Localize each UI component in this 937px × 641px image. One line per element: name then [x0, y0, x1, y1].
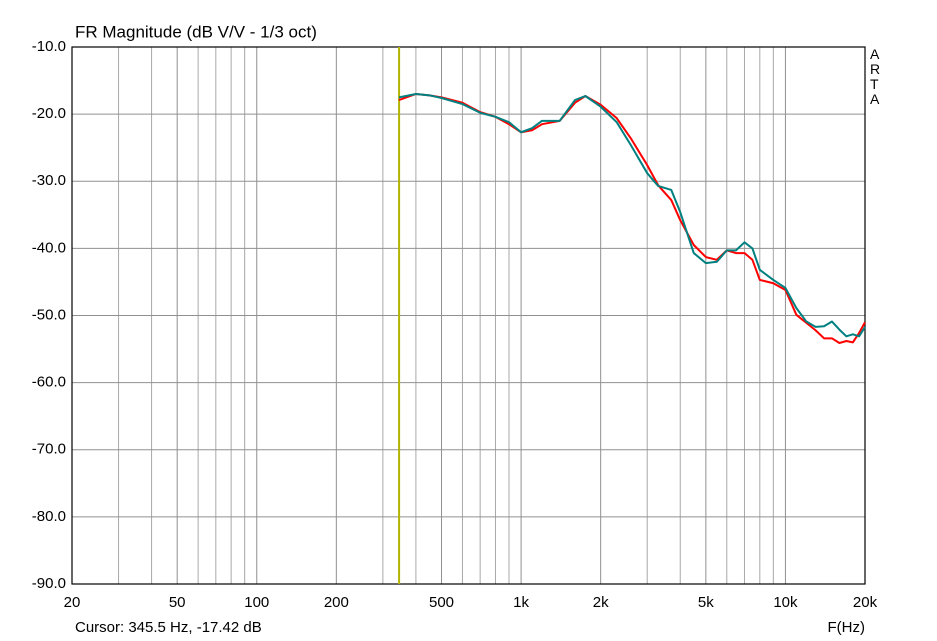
y-tick-label: -40.0 — [32, 239, 66, 256]
x-axis-label: F(Hz) — [828, 619, 866, 636]
x-tick-label: 20k — [853, 594, 878, 611]
x-tick-label: 100 — [244, 594, 269, 611]
x-tick-label: 200 — [324, 594, 349, 611]
plot-frame — [71, 46, 866, 585]
x-tick-label: 10k — [773, 594, 798, 611]
y-tick-label: -20.0 — [32, 105, 66, 122]
watermark: ARTA — [870, 46, 881, 107]
series-line — [398, 92, 866, 345]
x-tick-label: 2k — [593, 594, 609, 611]
y-tick-label: -90.0 — [32, 575, 66, 592]
y-tick-label: -30.0 — [32, 172, 66, 189]
x-tick-label: 5k — [698, 594, 714, 611]
y-tick-label: -80.0 — [32, 508, 66, 525]
chart-title: FR Magnitude (dB V/V - 1/3 oct) — [75, 22, 317, 41]
x-tick-label: 1k — [513, 594, 529, 611]
series-line — [398, 92, 866, 338]
y-tick-label: -50.0 — [32, 306, 66, 323]
y-tick-label: -60.0 — [32, 374, 66, 391]
x-tick-label: 50 — [169, 594, 186, 611]
cursor-readout: Cursor: 345.5 Hz, -17.42 dB — [75, 619, 262, 636]
y-tick-label: -10.0 — [32, 38, 66, 55]
y-tick-label: -70.0 — [32, 441, 66, 458]
x-tick-label: 500 — [429, 594, 454, 611]
x-tick-label: 20 — [64, 594, 81, 611]
